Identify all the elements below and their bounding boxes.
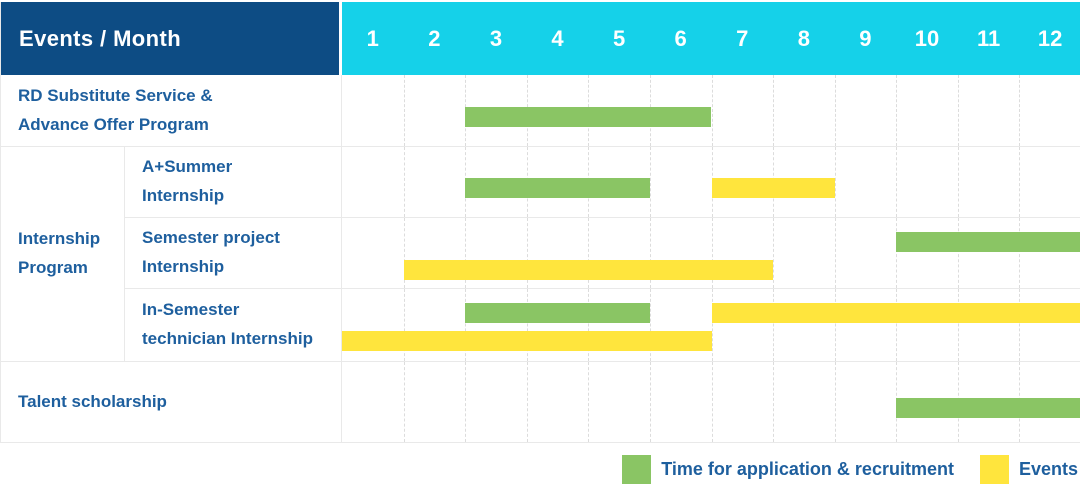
month-gridline [588, 362, 589, 442]
month-gridline [1019, 218, 1020, 288]
month-gridline [958, 289, 959, 361]
gantt-bar-green [896, 232, 1080, 252]
legend-label: Time for application & recruitment [661, 459, 954, 480]
row-label-in-semester-technician: In-Semester technician Internship [125, 289, 342, 362]
gantt-bar-yellow [712, 303, 1080, 323]
month-label: 9 [835, 2, 897, 75]
month-gridline [404, 362, 405, 442]
gantt-bar-green [465, 107, 711, 127]
month-gridline [773, 218, 774, 288]
month-label: 8 [773, 2, 835, 75]
month-gridline [465, 362, 466, 442]
table-title: Events / Month [1, 2, 342, 75]
gantt-row-chart [342, 75, 1080, 147]
gantt-row-chart [342, 362, 1080, 443]
month-header-row: 1 2 3 4 5 6 7 8 9 10 11 12 [342, 2, 1080, 75]
month-gridline [712, 362, 713, 442]
row-label-semester-project: Semester project Internship [125, 218, 342, 289]
month-gridline [835, 218, 836, 288]
month-label: 1 [342, 2, 404, 75]
month-gridline [773, 362, 774, 442]
month-label: 7 [711, 2, 773, 75]
legend-item-events: Events [980, 455, 1078, 484]
month-label: 10 [896, 2, 958, 75]
month-gridline [773, 289, 774, 361]
month-gridline [712, 75, 713, 146]
month-gridline [773, 75, 774, 146]
gantt-bar-yellow [342, 331, 712, 351]
gantt-row-chart [342, 218, 1080, 289]
month-label: 3 [465, 2, 527, 75]
month-label: 2 [404, 2, 466, 75]
gantt-row-chart [342, 289, 1080, 362]
gantt-bar-green [465, 178, 650, 198]
month-gridline [896, 218, 897, 288]
legend-label: Events [1019, 459, 1078, 480]
yellow-swatch-icon [980, 455, 1009, 484]
row-label-talent-scholarship: Talent scholarship [1, 362, 342, 443]
month-gridline [712, 289, 713, 361]
month-gridline [896, 147, 897, 217]
legend-item-application-recruitment: Time for application & recruitment [622, 455, 954, 484]
month-gridline [896, 289, 897, 361]
month-gridline [896, 75, 897, 146]
gantt-bar-green [465, 303, 650, 323]
month-gridline [527, 362, 528, 442]
group-label-internship-program: Internship Program [1, 147, 125, 362]
green-swatch-icon [622, 455, 651, 484]
month-gridline [835, 362, 836, 442]
month-gridline [1019, 147, 1020, 217]
gantt-row-chart [342, 147, 1080, 218]
month-gridline [835, 147, 836, 217]
month-gridline [835, 289, 836, 361]
month-gridline [835, 75, 836, 146]
month-gridline [650, 362, 651, 442]
month-gridline [958, 147, 959, 217]
month-gridline [404, 147, 405, 217]
month-gridline [1019, 289, 1020, 361]
month-gridline [404, 75, 405, 146]
row-label-rd-substitute: RD Substitute Service & Advance Offer Pr… [1, 75, 342, 147]
month-label: 4 [527, 2, 589, 75]
month-gridline [958, 218, 959, 288]
month-label: 11 [958, 2, 1020, 75]
row-label-a-plus-summer: A+Summer Internship [125, 147, 342, 218]
legend: Time for application & recruitment Event… [0, 455, 1078, 484]
month-label: 6 [650, 2, 712, 75]
month-label: 12 [1019, 2, 1080, 75]
month-label: 5 [588, 2, 650, 75]
gantt-table: Events / Month 1 2 3 4 5 6 7 8 9 10 11 1… [0, 2, 1080, 443]
gantt-bar-yellow [404, 260, 774, 280]
gantt-bar-green [896, 398, 1080, 418]
month-gridline [958, 75, 959, 146]
month-gridline [1019, 75, 1020, 146]
month-gridline [650, 147, 651, 217]
gantt-bar-yellow [712, 178, 835, 198]
